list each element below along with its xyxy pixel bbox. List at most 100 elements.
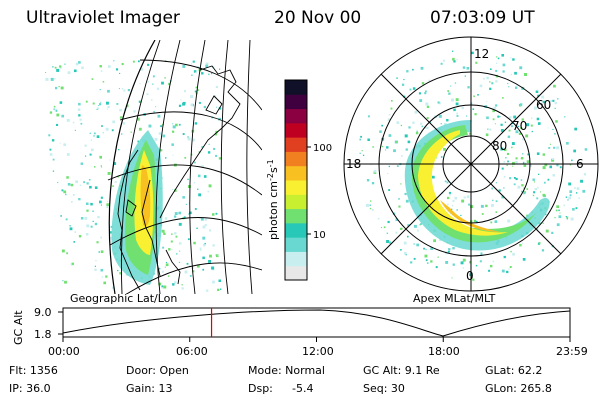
speckle-dot [103,281,106,285]
speckle-dot [140,67,144,71]
speckle-dot [455,102,459,106]
speckle-dot [94,186,98,189]
speckle-dot [536,152,540,155]
speckle-dot [537,228,539,230]
lat-label-60: 60 [536,98,551,112]
speckle-dot [79,118,82,121]
speckle-dot [217,255,219,257]
speckle-dot [59,66,62,69]
speckle-dot [193,241,196,245]
dsp-value: -5.4 [292,382,314,395]
speckle-dot [386,146,389,149]
speckle-dot [421,125,423,128]
speckle-dot [537,122,541,125]
speckle-dot [511,146,513,149]
speckle-dot [204,224,207,227]
speckle-dot [503,148,507,152]
ytick-9: 9.0 [34,306,52,319]
speckle-dot [180,99,182,101]
speckle-dot [437,256,439,258]
speckle-dot [359,138,362,141]
speckle-dot [119,116,123,119]
speckle-dot [519,103,523,106]
speckle-dot [359,152,361,154]
speckle-dot [396,165,399,167]
speckle-dot [512,165,514,167]
speckle-dot [407,224,410,227]
speckle-dot [413,257,416,260]
speckle-dot [178,261,181,263]
speckle-dot [556,146,560,150]
speckle-dot [167,275,170,277]
colorbar-band [285,80,307,95]
speckle-dot [404,192,407,196]
speckle-dot [57,181,59,184]
speckle-dot [525,134,529,138]
speckle-dot [111,286,115,289]
speckle-dot [542,166,546,170]
speckle-dot [461,199,465,203]
speckle-dot [509,177,512,180]
speckle-dot [526,188,529,190]
speckle-dot [580,179,583,183]
speckle-dot [147,81,150,83]
speckle-dot [216,106,218,108]
speckle-dot [178,123,181,126]
speckle-dot [404,134,408,138]
speckle-dot [207,190,210,193]
speckle-dot [553,84,556,88]
speckle-dot [566,142,569,145]
colorbar-band [285,222,307,238]
speckle-dot [501,54,504,57]
speckle-dot [486,100,488,102]
speckle-dot [179,250,181,252]
speckle-dot [507,135,511,138]
speckle-dot [94,265,96,267]
speckle-dot [538,242,541,244]
altitude-curve [62,309,571,337]
speckle-dot [119,108,122,112]
speckle-dot [67,183,71,186]
speckle-dot [432,175,435,179]
speckle-dot [403,78,405,81]
speckle-dot [161,285,164,288]
speckle-dot [215,254,217,256]
speckle-dot [182,102,185,106]
geographic-grid [107,40,262,294]
speckle-dot [65,218,68,221]
dsp-label: Dsp: [248,382,273,395]
speckle-dot [205,62,209,66]
speckle-dot [188,213,190,215]
speckle-dot [121,63,124,66]
speckle-dot [388,165,390,168]
speckle-dot [52,170,55,172]
speckle-dot [151,99,153,101]
speckle-dot [191,74,193,76]
speckle-dot [90,139,93,141]
speckle-dot [448,92,451,95]
speckle-dot [533,181,535,183]
speckle-dot [563,204,565,207]
speckle-dot [424,254,428,258]
speckle-dot [189,211,192,215]
speckle-dot [494,220,498,223]
speckle-dot [454,82,457,84]
speckle-dot [219,68,221,70]
speckle-dot [148,124,152,128]
speckle-dot [414,110,418,114]
speckle-dot [139,83,141,85]
speckle-dot [196,227,198,229]
speckle-dot [578,166,581,169]
speckle-dot [537,186,539,189]
speckle-dot [466,67,470,70]
speckle-dot [554,102,557,105]
speckle-dot [193,70,197,73]
speckle-dot [552,99,555,102]
speckle-dot [94,268,97,271]
speckle-dot [198,101,201,104]
speckle-dot [500,147,504,151]
speckle-dot [371,209,374,211]
speckle-dot [362,154,365,156]
speckle-dot [79,184,82,186]
speckle-dot [395,218,398,221]
